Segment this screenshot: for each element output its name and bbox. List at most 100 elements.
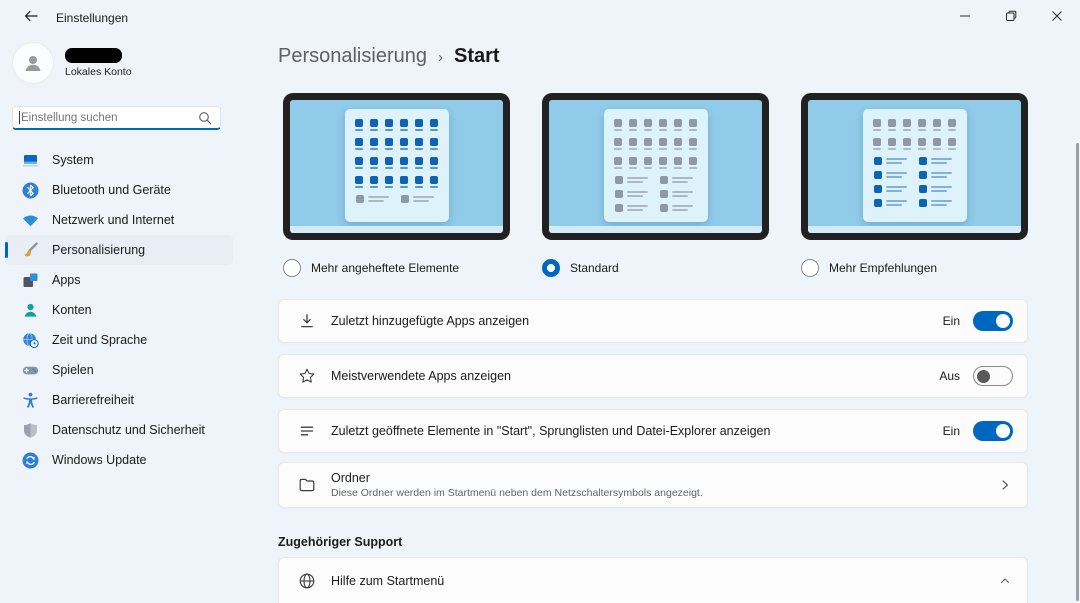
web-help-icon [297, 571, 317, 591]
sidebar-item-barrierefreiheit[interactable]: Barrierefreiheit [5, 385, 233, 415]
radio-option-mehr-angeheftete-elemente[interactable]: Mehr angeheftete Elemente [283, 258, 459, 278]
sidebar-item-konten[interactable]: Konten [5, 295, 233, 325]
sidebar-item-label: Apps [52, 273, 81, 287]
restore-button[interactable] [988, 0, 1034, 31]
sidebar-item-apps[interactable]: Apps [5, 265, 233, 295]
setting-label: Meistverwendete Apps anzeigen [331, 369, 511, 383]
gaming-icon [22, 362, 39, 379]
radio-unselected-icon[interactable] [801, 259, 819, 277]
user-name-redacted [65, 48, 122, 63]
toggle-state-label: Ein [942, 424, 960, 438]
person-avatar-icon [21, 51, 45, 75]
search-icon [198, 111, 212, 125]
scrollbar[interactable] [1076, 143, 1079, 601]
account-type-label: Lokales Konto [65, 66, 132, 78]
toggle-knob [996, 424, 1010, 438]
setting-row-zuletzt-hinzugefuegte-apps-anzeigen: Zuletzt hinzugefügte Apps anzeigen Ein [278, 299, 1028, 343]
toggle-switch[interactable] [973, 311, 1013, 331]
setting-row-meistverwendete-apps-anzeigen: Meistverwendete Apps anzeigen Aus [278, 354, 1028, 398]
back-arrow-icon [23, 8, 39, 24]
back-button[interactable] [16, 4, 46, 28]
restore-icon [1005, 10, 1017, 22]
sidebar-item-label: Netzwerk und Internet [52, 213, 175, 227]
sidebar-item-zeit-und-sprache[interactable]: Zeit und Sprache [5, 325, 233, 355]
personalization-icon [22, 241, 39, 259]
window-controls [942, 0, 1080, 31]
support-row-hilfe-zum-startmenue[interactable]: Hilfe zum Startmenü [279, 558, 1027, 603]
sidebar-item-label: Personalisierung [52, 243, 146, 257]
sidebar-item-personalisierung[interactable]: Personalisierung [5, 235, 233, 265]
sidebar-item-netzwerk-und-internet[interactable]: Netzwerk und Internet [5, 205, 233, 235]
text-caret [19, 111, 20, 124]
minimize-button[interactable] [942, 0, 988, 31]
sidebar-item-spielen[interactable]: Spielen [5, 355, 233, 385]
windows-update-icon [22, 452, 39, 469]
accessibility-icon [22, 392, 39, 409]
radio-selected-icon[interactable] [542, 259, 560, 277]
avatar [13, 43, 53, 83]
preview-start-menu [344, 109, 449, 222]
support-label: Hilfe zum Startmenü [331, 574, 445, 588]
selected-indicator [5, 242, 8, 258]
radio-option-standard[interactable]: Standard [542, 258, 619, 278]
apps-icon [22, 272, 39, 289]
radio-unselected-icon[interactable] [283, 259, 301, 277]
preview-start-menu [603, 109, 708, 222]
support-section-header: Zugehöriger Support [278, 535, 403, 549]
breadcrumb-separator-icon: › [437, 48, 443, 66]
sidebar-item-datenschutz-und-sicherheit[interactable]: Datenschutz und Sicherheit [5, 415, 233, 445]
support-card: Hilfe zum Startmenü [278, 557, 1028, 603]
preview-taskbar [549, 226, 762, 233]
radio-option-label: Mehr Empfehlungen [829, 261, 938, 275]
close-icon [1051, 10, 1063, 22]
breadcrumb: Personalisierung › Start [278, 45, 500, 68]
setting-label: Zuletzt geöffnete Elemente in "Start", S… [331, 424, 771, 438]
preview-taskbar [808, 226, 1021, 233]
sidebar-nav: System Bluetooth und Geräte Netzwerk und… [5, 145, 233, 475]
toggle-switch[interactable] [973, 366, 1013, 386]
toggle-state-label: Ein [942, 314, 960, 328]
app-title: Einstellungen [56, 11, 129, 25]
toggle-switch[interactable] [973, 421, 1013, 441]
folder-row[interactable]: Ordner Diese Ordner werden im Startmenü … [278, 462, 1028, 508]
preview-screen [290, 100, 503, 233]
start-layout-preview-mehr-empfehlungen [801, 93, 1028, 240]
preview-screen [808, 100, 1021, 233]
preview-screen [549, 100, 762, 233]
user-account[interactable]: Lokales Konto [13, 43, 132, 83]
settings-cards: Zuletzt hinzugefügte Apps anzeigen Ein M… [278, 299, 1028, 508]
sidebar-item-bluetooth-und-geraete[interactable]: Bluetooth und Geräte [5, 175, 233, 205]
sidebar-item-system[interactable]: System [5, 145, 233, 175]
sidebar-item-label: System [52, 153, 94, 167]
recent-items-icon [297, 421, 317, 441]
start-layout-options: Mehr angeheftete Elemente Standard Mehr … [283, 258, 1033, 280]
accounts-icon [22, 302, 39, 319]
search-input[interactable] [13, 111, 198, 124]
preview-start-menu [862, 109, 967, 222]
sidebar-item-label: Datenschutz und Sicherheit [52, 423, 205, 437]
sidebar: Lokales Konto System Bluetooth und Gerät… [0, 32, 270, 603]
sidebar-item-label: Windows Update [52, 453, 147, 467]
sidebar-item-windows-update[interactable]: Windows Update [5, 445, 233, 475]
minimize-icon [959, 10, 971, 22]
toggle-knob [977, 369, 990, 383]
close-button[interactable] [1034, 0, 1080, 31]
system-icon [22, 152, 39, 169]
start-layout-preview-mehr-angeheftete-elemente [283, 93, 510, 240]
titlebar: Einstellungen [0, 0, 1080, 32]
radio-option-mehr-empfehlungen[interactable]: Mehr Empfehlungen [801, 258, 937, 278]
folder-icon [297, 475, 317, 495]
sidebar-item-label: Zeit und Sprache [52, 333, 148, 347]
breadcrumb-parent[interactable]: Personalisierung [278, 45, 427, 67]
sidebar-item-label: Spielen [52, 363, 94, 377]
breadcrumb-current: Start [453, 45, 500, 67]
search-box[interactable] [12, 106, 221, 130]
chevron-up-icon [999, 575, 1011, 587]
account-text: Lokales Konto [65, 48, 132, 78]
privacy-icon [22, 422, 39, 439]
chevron-right-icon [999, 479, 1011, 491]
start-layout-previews [283, 93, 1028, 240]
toggle-state-label: Aus [939, 369, 960, 383]
bluetooth-icon [22, 182, 39, 199]
